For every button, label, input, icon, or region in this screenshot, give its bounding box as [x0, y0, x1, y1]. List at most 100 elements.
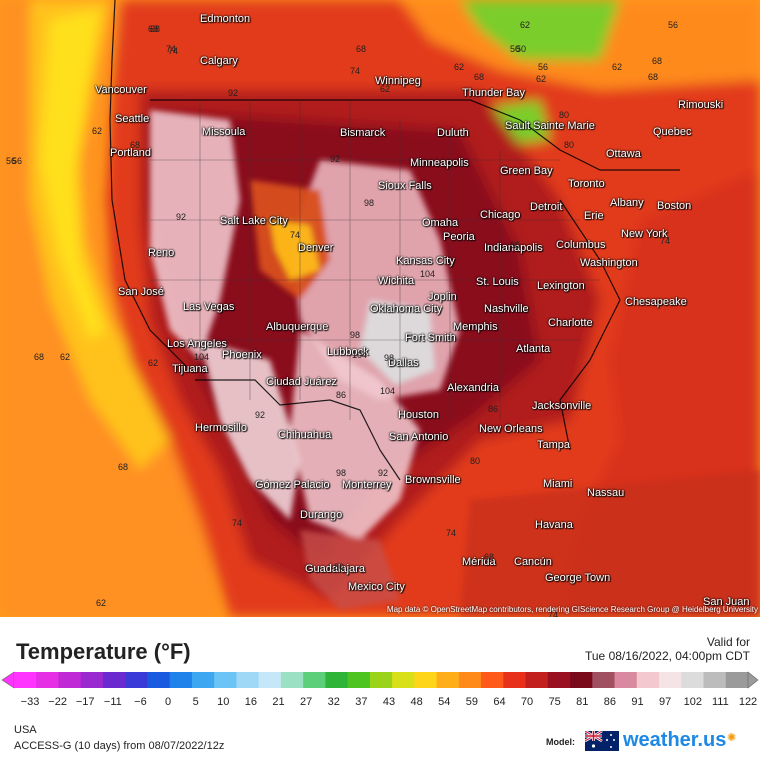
scale-swatch — [614, 672, 638, 688]
isotherm-label: 74 — [446, 528, 457, 538]
city-label: Sault Sainte Marie — [505, 120, 595, 132]
city-label: San Juan — [703, 596, 750, 608]
city-label: Detroit — [530, 201, 563, 213]
scale-swatch — [392, 672, 415, 688]
city-label: Salt Lake City — [220, 215, 288, 227]
scale-swatch — [36, 672, 59, 688]
scale-tick-label: 102 — [683, 696, 702, 708]
isotherm-label: 62 — [92, 126, 103, 136]
scale-swatch — [547, 672, 571, 688]
scale-tick-label: 111 — [712, 696, 729, 708]
isotherm-label: 62 — [454, 62, 465, 72]
scale-swatch — [725, 672, 749, 688]
isotherm-label: 62 — [520, 20, 531, 30]
isotherm-label: 104 — [420, 269, 436, 279]
city-label: Houston — [398, 409, 439, 421]
city-label: Thunder Bay — [462, 87, 525, 99]
city-label: Nassau — [587, 487, 625, 499]
isotherm-label: 80 — [564, 140, 575, 150]
west-extreme — [150, 110, 240, 360]
legend-footer: Temperature (°F) Valid for Tue 08/16/202… — [0, 617, 760, 760]
city-label: Washington — [580, 257, 638, 269]
isotherm-label: 74 — [548, 610, 559, 617]
valid-time: Tue 08/16/2022, 04:00pm CDT — [585, 649, 750, 663]
city-label: Chicago — [480, 209, 521, 221]
isotherm-label: 62 — [60, 352, 71, 362]
scale-swatch — [147, 672, 171, 688]
scale-swatch — [14, 672, 37, 688]
model-label: Model: — [546, 737, 575, 747]
city-label: Edmonton — [200, 13, 251, 25]
city-label: Indianapolis — [484, 242, 543, 254]
isotherm-label: 86 — [510, 240, 521, 250]
isotherm-label: 68 — [34, 352, 45, 362]
map-attribution: Map data © OpenStreetMap contributors, r… — [386, 605, 758, 614]
city-label: Winnipeg — [375, 75, 421, 87]
isotherm-label: 104 — [194, 352, 210, 362]
temperature-map: Edmonton Calgary Vancouver Seattle Portland M… — [0, 0, 760, 617]
city-label: Columbus — [556, 239, 606, 251]
colorado-mild — [270, 220, 320, 280]
scale-tick-label: 37 — [355, 696, 368, 708]
city-label: Havana — [535, 519, 573, 531]
city-label: Reno — [148, 247, 175, 259]
isotherm-label: 98 — [384, 353, 395, 363]
scale-tick-label: 64 — [493, 696, 506, 708]
city-label: New Orleans — [479, 423, 543, 435]
isotherm-label: 68 — [150, 24, 161, 34]
scale-swatch — [592, 672, 616, 688]
city-label: Nashville — [484, 303, 529, 315]
city-label: Ciudad Juárez — [266, 376, 337, 388]
isotherm-label: 98 — [336, 468, 347, 478]
isotherm-label: 74 — [350, 66, 361, 76]
city-label: Memphis — [453, 321, 498, 333]
isotherm-label: 74 — [168, 46, 179, 56]
scale-max-arrow — [747, 671, 759, 689]
brand-logo[interactable]: weather.us — [623, 729, 726, 752]
scale-tick-label: 81 — [576, 696, 589, 708]
city-label: Calgary — [200, 55, 238, 67]
texas-extreme — [290, 330, 420, 540]
baja-extreme — [200, 340, 300, 520]
scale-tick-label: 54 — [438, 696, 451, 708]
city-label: Cancún — [514, 556, 552, 568]
city-label: Portland — [110, 147, 151, 159]
scale-swatch — [570, 672, 593, 688]
pacific-yellow-band — [40, 10, 105, 340]
city-label: Omaha — [422, 217, 459, 229]
mexico-highlands — [300, 530, 400, 610]
scale-tick-label: 97 — [659, 696, 672, 708]
isotherm-label: 74 — [290, 230, 301, 240]
city-label: Joplin — [428, 291, 457, 303]
scale-swatch — [481, 672, 504, 688]
scale-swatch — [280, 672, 304, 688]
city-label: Dallas — [388, 357, 419, 369]
isotherm-label: 80 — [559, 110, 570, 120]
city-label: Rimouski — [678, 99, 724, 111]
valid-label: Valid for — [706, 635, 750, 649]
scale-swatch — [125, 672, 148, 688]
isotherm-label: 50 — [516, 44, 527, 54]
city-label: Hermosillo — [195, 422, 247, 434]
scale-tick-label: 91 — [631, 696, 644, 708]
caribbean-warm — [460, 470, 760, 617]
scale-swatch — [214, 672, 237, 688]
city-label: Quebec — [653, 126, 692, 138]
city-label: Alexandria — [447, 382, 499, 394]
isotherm-label: 68 — [648, 72, 659, 82]
scale-swatch — [303, 672, 326, 688]
isotherm-label: 104 — [380, 386, 396, 396]
city-label: Boston — [657, 200, 692, 212]
scale-tick-label: 27 — [300, 696, 313, 708]
isotherm-label: 86 — [336, 390, 347, 400]
city-label: San José — [118, 286, 164, 298]
scale-tick-label: −11 — [103, 696, 122, 708]
isotherm-label: 86 — [488, 404, 499, 414]
temperature-field — [0, 0, 760, 617]
isotherm-label: 62 — [96, 598, 107, 608]
scale-tick-label: 43 — [382, 696, 396, 708]
city-label: Miami — [543, 478, 573, 490]
city-label: Los Angeles — [167, 338, 227, 350]
city-label: Minneapolis — [410, 157, 469, 169]
color-scale-ticks: −33 −22 −17 −11 −6 0 5 10 16 21 27 32 37 43 48 54 59 64 70… — [0, 696, 760, 710]
